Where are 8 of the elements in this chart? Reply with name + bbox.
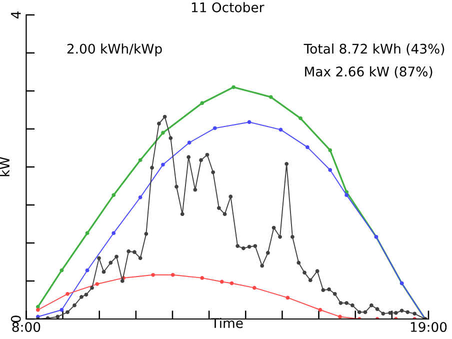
x-tick-label: 19:00 [410,322,447,332]
annotation: Total 8.72 kWh (43%) [304,44,444,56]
annotation: 2.00 kWh/kWp [67,44,162,56]
y-tick-label: 4 [11,11,21,18]
chart-title: 11 October [192,2,264,12]
annotation: Max 2.66 kW (87%) [305,66,432,78]
y-tick-label: 0 [10,316,21,322]
x-tick-label: 8:00 [12,322,40,332]
